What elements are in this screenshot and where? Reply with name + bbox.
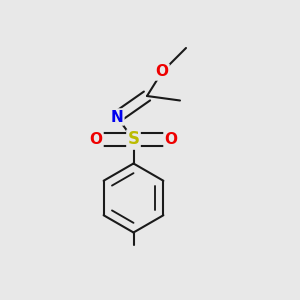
- Text: O: O: [164, 132, 178, 147]
- Text: N: N: [111, 110, 123, 124]
- Text: O: O: [155, 64, 169, 80]
- Text: O: O: [89, 132, 103, 147]
- Text: S: S: [128, 130, 140, 148]
